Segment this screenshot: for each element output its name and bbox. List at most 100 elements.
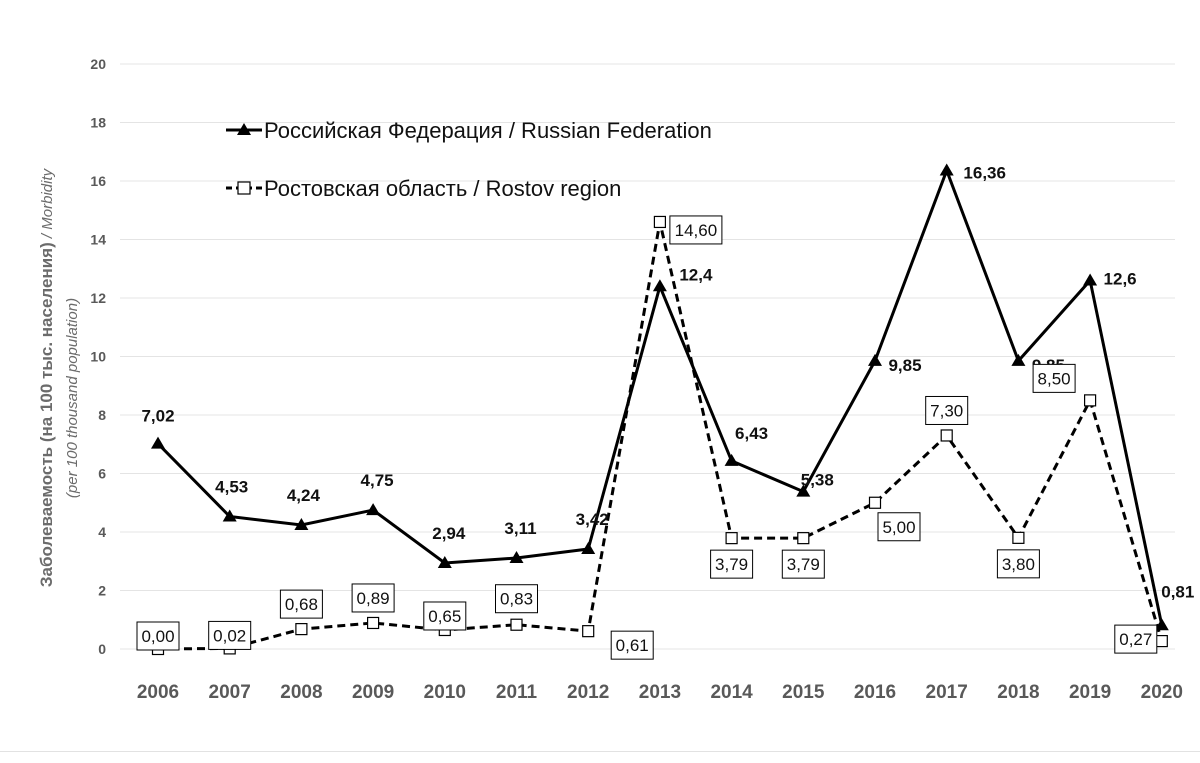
series-rostov-point-2011 <box>510 618 523 631</box>
x-tick-label-2017: 2017 <box>926 682 968 703</box>
rf-data-label-2014: 6,43 <box>735 424 768 443</box>
ro-data-label-2014: 3,79 <box>715 555 748 574</box>
y-tick-label-16: 16 <box>90 173 106 189</box>
x-tick-label-2018: 2018 <box>997 682 1039 703</box>
legend-item-rf: Российская Федерация / Russian Federatio… <box>226 118 712 143</box>
ro-data-label-box-2015 <box>781 549 825 579</box>
legend-item-rostov: Ростовская область / Rostov region <box>226 176 621 201</box>
ro-data-label-2012: 0,61 <box>616 636 649 655</box>
data-labels-layer: 7,02 4,53 4,24 4,75 2,94 3,11 3,42 12,4 6,43 5,38… <box>136 163 1194 660</box>
rf-data-label-2015: 5,38 <box>801 471 834 490</box>
series-rostov-point-2013 <box>653 215 667 229</box>
legend-rf-marker <box>237 123 251 135</box>
x-tick-label-2008: 2008 <box>280 682 322 703</box>
x-tick-label-2010: 2010 <box>424 682 466 703</box>
x-tick-label-2020: 2020 <box>1141 682 1183 703</box>
ro-data-label-box-2013 <box>669 215 723 245</box>
series-rostov-point-2020 <box>1155 635 1168 648</box>
ro-data-label-2013: 14,60 <box>675 221 718 240</box>
series-rostov-point-2019 <box>1083 394 1097 407</box>
legend-ro-label: Ростовская область / Rostov region <box>264 176 621 201</box>
series-rf-point-2014 <box>724 453 739 466</box>
series-rostov-point-2015 <box>797 532 810 545</box>
ro-data-label-2016: 5,00 <box>882 518 915 537</box>
rf-data-label-2013: 12,4 <box>679 265 713 284</box>
series-rf-point-2013 <box>652 279 667 292</box>
x-tick-label-2006: 2006 <box>137 682 179 703</box>
series-rf-point-2017 <box>939 163 954 176</box>
rf-data-label-2010: 2,94 <box>432 524 466 543</box>
x-tick-label-2013: 2013 <box>639 682 681 703</box>
series-rf-point-2020 <box>1154 618 1169 631</box>
series-rf-point-2009 <box>366 503 381 516</box>
ro-data-label-box-2012 <box>610 630 654 660</box>
ro-data-label-2019: 8,50 <box>1038 369 1071 388</box>
ro-data-label-2020: 0,27 <box>1119 630 1152 649</box>
y-axis-title-en: Morbidity <box>39 167 56 229</box>
ro-data-label-box-2018 <box>996 549 1040 579</box>
y-tick-label-2: 2 <box>98 583 106 599</box>
ro-data-label-2008: 0,68 <box>285 595 318 614</box>
y-tick-label-6: 6 <box>98 466 106 482</box>
ro-data-label-box-2006 <box>136 621 180 651</box>
ro-data-label-box-2014 <box>710 549 754 579</box>
x-tick-label-2019: 2019 <box>1069 682 1111 703</box>
x-tick-label-2012: 2012 <box>567 682 609 703</box>
y-tick-label-18: 18 <box>90 115 106 131</box>
rf-data-label-2011: 3,11 <box>504 519 536 538</box>
ro-data-label-2006: 0,00 <box>141 627 174 646</box>
ro-data-label-2009: 0,89 <box>357 589 390 608</box>
x-tick-label-2016: 2016 <box>854 682 896 703</box>
ro-data-label-box-2019 <box>1032 363 1076 393</box>
ro-data-label-box-2020 <box>1114 624 1158 654</box>
ro-data-label-2015: 3,79 <box>787 555 820 574</box>
series-rf-point-2008 <box>294 517 309 530</box>
series-rf-point-2019 <box>1083 273 1098 286</box>
ro-data-label-box-2017 <box>925 395 969 425</box>
rf-data-label-2008: 4,24 <box>287 486 321 505</box>
y-tick-label-20: 20 <box>90 56 106 72</box>
y-tick-label-8: 8 <box>98 407 106 423</box>
series-rf-point-2018 <box>1011 353 1026 366</box>
ro-data-label-2017: 7,30 <box>930 401 963 420</box>
series-layer <box>151 163 1169 656</box>
y-axis-title-sep: / <box>39 230 56 243</box>
y-tick-label-12: 12 <box>90 290 106 306</box>
ro-data-label-2010: 0,65 <box>428 607 461 626</box>
y-tick-label-14: 14 <box>90 232 106 248</box>
series-rostov-point-2014 <box>725 532 738 545</box>
series-rf-point-2016 <box>868 353 882 366</box>
series-rf-point-2015 <box>796 484 811 497</box>
rf-data-label-2007: 4,53 <box>215 477 248 496</box>
ro-data-label-2011: 0,83 <box>500 590 533 609</box>
x-tick-label-2015: 2015 <box>782 682 825 703</box>
series-rostov-point-2009 <box>367 616 380 630</box>
series-rf-point-2006 <box>151 436 165 449</box>
legend: Российская Федерация / Russian Federatio… <box>226 118 712 201</box>
bottom-divider <box>0 751 1200 752</box>
rf-data-label-2012: 3,42 <box>576 510 609 529</box>
series-rostov-point-2016 <box>868 496 882 509</box>
x-tick-label-2011: 2011 <box>496 682 538 703</box>
series-rostov-point-2017 <box>940 429 953 442</box>
x-tick-label-2007: 2007 <box>209 682 251 703</box>
y-axis-title-main: Заболеваемость (на 100 тыс. населения) <box>37 242 56 587</box>
series-rf-point-2007 <box>222 509 237 522</box>
ro-data-label-box-2008 <box>279 589 323 619</box>
y-tick-label-0: 0 <box>98 641 106 657</box>
rf-data-label-2009: 4,75 <box>361 471 394 490</box>
ro-data-label-box-2009 <box>351 583 395 613</box>
rf-data-label-2006: 7,02 <box>141 407 174 426</box>
legend-ro-marker <box>237 181 251 195</box>
x-tick-label-2009: 2009 <box>352 682 394 703</box>
rf-data-label-2019: 12,6 <box>1104 269 1137 288</box>
ro-data-label-2018: 3,80 <box>1002 555 1035 574</box>
y-axis-ticks: 0 2 4 6 8 10 12 14 16 18 20 <box>90 56 106 657</box>
series-rostov-point-2012 <box>582 625 595 638</box>
rf-data-label-2016: 9,85 <box>888 356 921 375</box>
y-tick-label-10: 10 <box>90 349 106 365</box>
ro-data-label-box-2011 <box>495 584 538 614</box>
series-rf-point-2010 <box>437 556 452 569</box>
y-tick-label-4: 4 <box>98 524 106 540</box>
